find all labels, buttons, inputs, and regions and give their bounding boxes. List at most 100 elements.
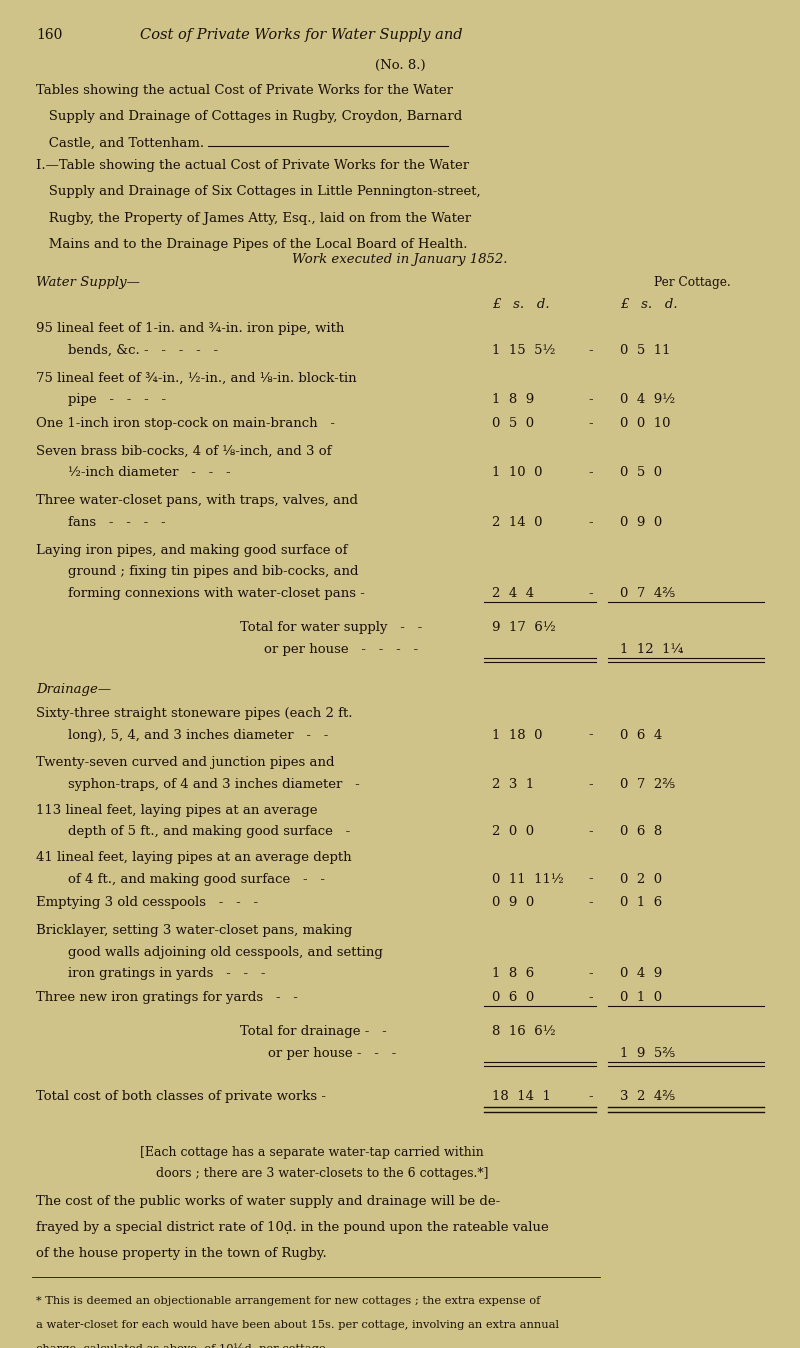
Text: 0  5  11: 0 5 11 bbox=[620, 344, 670, 357]
Text: 1  8  9: 1 8 9 bbox=[492, 394, 534, 406]
Text: Water Supply—: Water Supply— bbox=[36, 276, 140, 290]
Text: Supply and Drainage of Cottages in Rugby, Croydon, Barnard: Supply and Drainage of Cottages in Rugby… bbox=[36, 111, 462, 123]
Text: -: - bbox=[588, 586, 593, 600]
Text: pipe   -   -   -   -: pipe - - - - bbox=[68, 394, 166, 406]
Text: £   s.   d.: £ s. d. bbox=[492, 298, 550, 311]
Text: 1  18  0: 1 18 0 bbox=[492, 728, 542, 741]
Text: forming connexions with water-closet pans -: forming connexions with water-closet pan… bbox=[68, 586, 365, 600]
Text: ½-inch diameter   -   -   -: ½-inch diameter - - - bbox=[68, 466, 230, 480]
Text: 160: 160 bbox=[36, 28, 62, 42]
Text: [Each cottage has a separate water-tap carried within: [Each cottage has a separate water-tap c… bbox=[140, 1146, 484, 1159]
Text: 18  14  1: 18 14 1 bbox=[492, 1089, 551, 1103]
Text: 0  9  0: 0 9 0 bbox=[620, 516, 662, 528]
Text: 0  7  4⅖: 0 7 4⅖ bbox=[620, 586, 675, 600]
Text: 1  10  0: 1 10 0 bbox=[492, 466, 542, 480]
Text: -: - bbox=[588, 896, 593, 910]
Text: (No. 8.): (No. 8.) bbox=[374, 59, 426, 73]
Text: 2  4  4: 2 4 4 bbox=[492, 586, 534, 600]
Text: £   s.   d.: £ s. d. bbox=[620, 298, 678, 311]
Text: 2  3  1: 2 3 1 bbox=[492, 778, 534, 791]
Text: Tables showing the actual Cost of Private Works for the Water: Tables showing the actual Cost of Privat… bbox=[36, 84, 453, 97]
Text: 0  4  9½: 0 4 9½ bbox=[620, 394, 675, 406]
Text: 1  12  1¼: 1 12 1¼ bbox=[620, 643, 683, 655]
Text: -: - bbox=[588, 417, 593, 430]
Text: Rugby, the Property of James Atty, Esq., laid on from the Water: Rugby, the Property of James Atty, Esq.,… bbox=[36, 212, 471, 225]
Text: 0  5  0: 0 5 0 bbox=[492, 417, 534, 430]
Text: a water-closet for each would have been about 15s. per cottage, involving an ext: a water-closet for each would have been … bbox=[36, 1320, 559, 1329]
Text: * This is deemed an objectionable arrangement for new cottages ; the extra expen: * This is deemed an objectionable arrang… bbox=[36, 1297, 540, 1306]
Text: -: - bbox=[588, 991, 593, 1004]
Text: 8  16  6½: 8 16 6½ bbox=[492, 1026, 556, 1038]
Text: 9  17  6½: 9 17 6½ bbox=[492, 621, 556, 634]
Text: One 1-inch iron stop-cock on main-branch   -: One 1-inch iron stop-cock on main-branch… bbox=[36, 417, 335, 430]
Text: 0  9  0: 0 9 0 bbox=[492, 896, 534, 910]
Text: 3  2  4⅖: 3 2 4⅖ bbox=[620, 1089, 675, 1103]
Text: 0  5  0: 0 5 0 bbox=[620, 466, 662, 480]
Text: or per house   -   -   -   -: or per house - - - - bbox=[264, 643, 418, 655]
Text: 1  9  5⅖: 1 9 5⅖ bbox=[620, 1047, 675, 1060]
Text: depth of 5 ft., and making good surface   -: depth of 5 ft., and making good surface … bbox=[68, 825, 350, 838]
Text: Per Cottage.: Per Cottage. bbox=[654, 276, 731, 290]
Text: of 4 ft., and making good surface   -   -: of 4 ft., and making good surface - - bbox=[68, 872, 325, 886]
Text: Bricklayer, setting 3 water-closet pans, making: Bricklayer, setting 3 water-closet pans,… bbox=[36, 925, 352, 937]
Text: -: - bbox=[588, 394, 593, 406]
Text: bends, &c. -   -   -   -   -: bends, &c. - - - - - bbox=[68, 344, 218, 357]
Text: 1  8  6: 1 8 6 bbox=[492, 968, 534, 980]
Text: -: - bbox=[588, 344, 593, 357]
Text: doors ; there are 3 water-closets to the 6 cottages.*]: doors ; there are 3 water-closets to the… bbox=[156, 1167, 489, 1180]
Text: Total for drainage -   -: Total for drainage - - bbox=[240, 1026, 386, 1038]
Text: Drainage—: Drainage— bbox=[36, 683, 111, 697]
Text: long), 5, 4, and 3 inches diameter   -   -: long), 5, 4, and 3 inches diameter - - bbox=[68, 728, 328, 741]
Text: 113 lineal feet, laying pipes at an average: 113 lineal feet, laying pipes at an aver… bbox=[36, 803, 318, 817]
Text: 0  6  8: 0 6 8 bbox=[620, 825, 662, 838]
Text: 0  2  0: 0 2 0 bbox=[620, 872, 662, 886]
Text: 0  11  11½: 0 11 11½ bbox=[492, 872, 564, 886]
Text: -: - bbox=[588, 466, 593, 480]
Text: Twenty-seven curved and junction pipes and: Twenty-seven curved and junction pipes a… bbox=[36, 756, 334, 770]
Text: Mains and to the Drainage Pipes of the Local Board of Health.: Mains and to the Drainage Pipes of the L… bbox=[36, 239, 467, 251]
Text: The cost of the public works of water supply and drainage will be de-: The cost of the public works of water su… bbox=[36, 1196, 500, 1208]
Text: charge, calculated as above, of 10½d. per cottage.: charge, calculated as above, of 10½d. pe… bbox=[36, 1344, 330, 1348]
Text: of the house property in the town of Rugby.: of the house property in the town of Rug… bbox=[36, 1247, 326, 1259]
Text: 0  0  10: 0 0 10 bbox=[620, 417, 670, 430]
Text: iron gratings in yards   -   -   -: iron gratings in yards - - - bbox=[68, 968, 266, 980]
Text: 0  6  0: 0 6 0 bbox=[492, 991, 534, 1004]
Text: 1  15  5½: 1 15 5½ bbox=[492, 344, 555, 357]
Text: 0  4  9: 0 4 9 bbox=[620, 968, 662, 980]
Text: or per house -   -   -: or per house - - - bbox=[268, 1047, 396, 1060]
Text: -: - bbox=[588, 778, 593, 791]
Text: 2  0  0: 2 0 0 bbox=[492, 825, 534, 838]
Text: Total for water supply   -   -: Total for water supply - - bbox=[240, 621, 422, 634]
Text: ground ; fixing tin pipes and bib-cocks, and: ground ; fixing tin pipes and bib-cocks,… bbox=[68, 565, 358, 578]
Text: 75 lineal feet of ¾-in., ½-in., and ⅛-in. block-tin: 75 lineal feet of ¾-in., ½-in., and ⅛-in… bbox=[36, 372, 357, 384]
Text: -: - bbox=[588, 825, 593, 838]
Text: -: - bbox=[588, 1089, 593, 1103]
Text: 0  1  0: 0 1 0 bbox=[620, 991, 662, 1004]
Text: fans   -   -   -   -: fans - - - - bbox=[68, 516, 166, 528]
Text: Supply and Drainage of Six Cottages in Little Pennington-street,: Supply and Drainage of Six Cottages in L… bbox=[36, 186, 481, 198]
Text: frayed by a special district rate of 10ḍ. in the pound upon the rateable value: frayed by a special district rate of 10ḍ… bbox=[36, 1221, 549, 1233]
Text: Total cost of both classes of private works -: Total cost of both classes of private wo… bbox=[36, 1089, 326, 1103]
Text: Seven brass bib-cocks, 4 of ⅛-inch, and 3 of: Seven brass bib-cocks, 4 of ⅛-inch, and … bbox=[36, 445, 331, 458]
Text: Laying iron pipes, and making good surface of: Laying iron pipes, and making good surfa… bbox=[36, 543, 347, 557]
Text: -: - bbox=[588, 968, 593, 980]
Text: 95 lineal feet of 1-in. and ¾-in. iron pipe, with: 95 lineal feet of 1-in. and ¾-in. iron p… bbox=[36, 322, 344, 336]
Text: Cost of Private Works for Water Supply and: Cost of Private Works for Water Supply a… bbox=[140, 28, 462, 42]
Text: syphon-traps, of 4 and 3 inches diameter   -: syphon-traps, of 4 and 3 inches diameter… bbox=[68, 778, 360, 791]
Text: -: - bbox=[588, 728, 593, 741]
Text: -: - bbox=[588, 872, 593, 886]
Text: -: - bbox=[588, 516, 593, 528]
Text: good walls adjoining old cesspools, and setting: good walls adjoining old cesspools, and … bbox=[68, 946, 383, 958]
Text: 0  1  6: 0 1 6 bbox=[620, 896, 662, 910]
Text: Emptying 3 old cesspools   -   -   -: Emptying 3 old cesspools - - - bbox=[36, 896, 258, 910]
Text: 41 lineal feet, laying pipes at an average depth: 41 lineal feet, laying pipes at an avera… bbox=[36, 851, 352, 864]
Text: 0  6  4: 0 6 4 bbox=[620, 728, 662, 741]
Text: I.—Table showing the actual Cost of Private Works for the Water: I.—Table showing the actual Cost of Priv… bbox=[36, 159, 469, 173]
Text: Sixty-three straight stoneware pipes (each 2 ft.: Sixty-three straight stoneware pipes (ea… bbox=[36, 708, 353, 720]
Text: 2  14  0: 2 14 0 bbox=[492, 516, 542, 528]
Text: Three new iron gratings for yards   -   -: Three new iron gratings for yards - - bbox=[36, 991, 298, 1004]
Text: Work executed in January 1852.: Work executed in January 1852. bbox=[292, 253, 508, 267]
Text: Castle, and Tottenham.: Castle, and Tottenham. bbox=[36, 136, 204, 150]
Text: Three water-closet pans, with traps, valves, and: Three water-closet pans, with traps, val… bbox=[36, 495, 358, 507]
Text: 0  7  2⅖: 0 7 2⅖ bbox=[620, 778, 675, 791]
